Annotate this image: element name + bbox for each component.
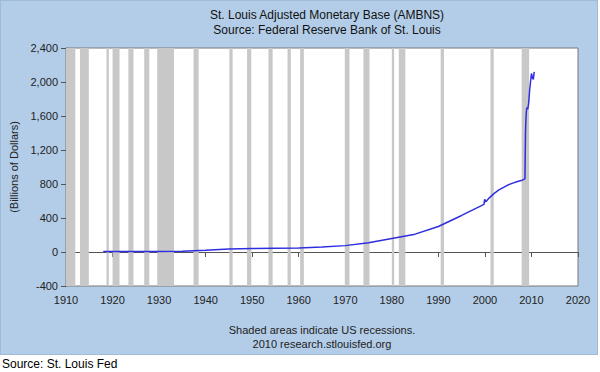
svg-text:Source: St. Louis Fed: Source: St. Louis Fed xyxy=(2,357,117,371)
svg-text:2000: 2000 xyxy=(473,294,497,306)
svg-text:1910: 1910 xyxy=(54,294,78,306)
svg-text:2010 research.stlouisfed.org: 2010 research.stlouisfed.org xyxy=(253,338,392,350)
svg-text:1940: 1940 xyxy=(193,294,217,306)
svg-text:1970: 1970 xyxy=(333,294,357,306)
svg-text:1930: 1930 xyxy=(147,294,171,306)
svg-text:2010: 2010 xyxy=(519,294,543,306)
svg-text:Source: Federal Reserve Bank o: Source: Federal Reserve Bank of St. Loui… xyxy=(213,23,440,37)
svg-text:2,000: 2,000 xyxy=(30,76,58,88)
svg-text:Shaded areas indicate US reces: Shaded areas indicate US recessions. xyxy=(229,324,416,336)
svg-text:1960: 1960 xyxy=(286,294,310,306)
svg-text:2,400: 2,400 xyxy=(30,42,58,54)
svg-text:1990: 1990 xyxy=(426,294,450,306)
svg-text:St. Louis Adjusted Monetary Ba: St. Louis Adjusted Monetary Base (AMBNS) xyxy=(210,8,444,22)
svg-text:-400: -400 xyxy=(36,280,58,292)
svg-text:1,600: 1,600 xyxy=(30,110,58,122)
svg-text:800: 800 xyxy=(40,178,58,190)
svg-text:1,200: 1,200 xyxy=(30,144,58,156)
svg-text:1950: 1950 xyxy=(240,294,264,306)
svg-text:1920: 1920 xyxy=(100,294,124,306)
svg-text:1980: 1980 xyxy=(380,294,404,306)
svg-text:(Billions of Dollars): (Billions of Dollars) xyxy=(8,121,20,213)
svg-text:0: 0 xyxy=(52,246,58,258)
svg-text:400: 400 xyxy=(40,212,58,224)
svg-text:2020: 2020 xyxy=(566,294,590,306)
